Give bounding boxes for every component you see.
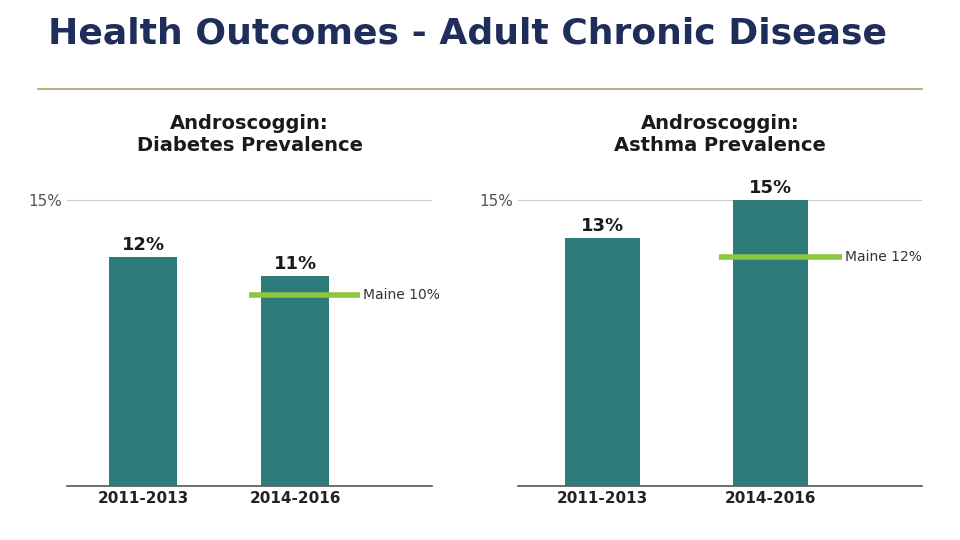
Bar xyxy=(109,257,178,486)
Text: 15%: 15% xyxy=(749,179,792,197)
Text: 29: 29 xyxy=(904,513,922,527)
Bar xyxy=(732,200,808,486)
Text: 12%: 12% xyxy=(122,237,165,254)
Text: Maine 12%: Maine 12% xyxy=(845,251,922,264)
Bar xyxy=(261,276,329,486)
Title: Androscoggin:
Asthma Prevalence: Androscoggin: Asthma Prevalence xyxy=(614,114,826,155)
Text: 11%: 11% xyxy=(274,255,317,273)
Text: Maine 10%: Maine 10% xyxy=(363,288,440,302)
Text: Health Outcomes - Adult Chronic Disease: Health Outcomes - Adult Chronic Disease xyxy=(48,16,887,50)
Title: Androscoggin:
Diabetes Prevalence: Androscoggin: Diabetes Prevalence xyxy=(136,114,363,155)
Text: 13%: 13% xyxy=(581,218,624,235)
Bar xyxy=(564,238,640,486)
